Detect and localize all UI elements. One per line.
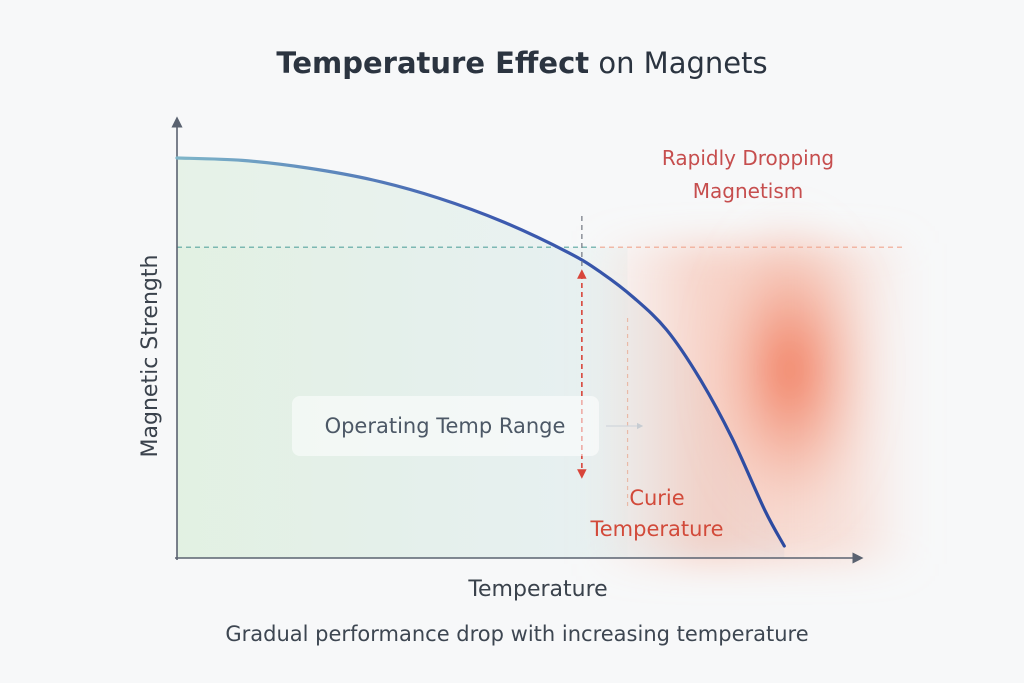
series-line — [175, 156, 786, 548]
chart-title: Temperature Effect on Magnets — [276, 46, 767, 80]
series-point — [632, 296, 636, 300]
series-point — [306, 166, 310, 170]
curie-label-line1: Curie — [629, 486, 684, 510]
series-point — [371, 178, 375, 182]
series-point — [175, 156, 179, 160]
operating-range-box — [292, 396, 599, 456]
chart-title-rest: on Magnets — [589, 46, 767, 80]
y-axis-label: Magnetic Strength — [138, 255, 163, 458]
chart-caption: Gradual performance drop with increasing… — [225, 622, 808, 646]
operating-range-label: Operating Temp Range — [325, 414, 566, 438]
rapid-drop-note-line2: Magnetism — [693, 179, 804, 203]
curie-label-line2: Temperature — [589, 517, 723, 541]
series-point — [782, 544, 786, 548]
series-point — [436, 196, 440, 200]
series-point — [567, 251, 571, 255]
series-point — [697, 376, 701, 380]
series-point — [763, 508, 767, 512]
series-point — [502, 220, 506, 224]
rapid-drop-note-line1: Rapidly Dropping — [662, 146, 834, 170]
x-axis-label: Temperature — [467, 577, 607, 602]
series-point — [665, 328, 669, 332]
series-point — [240, 158, 244, 162]
heat-glow — [705, 210, 875, 530]
series-point — [730, 436, 734, 440]
series-point — [599, 271, 603, 275]
chart-title-bold: Temperature Effect — [276, 46, 589, 80]
